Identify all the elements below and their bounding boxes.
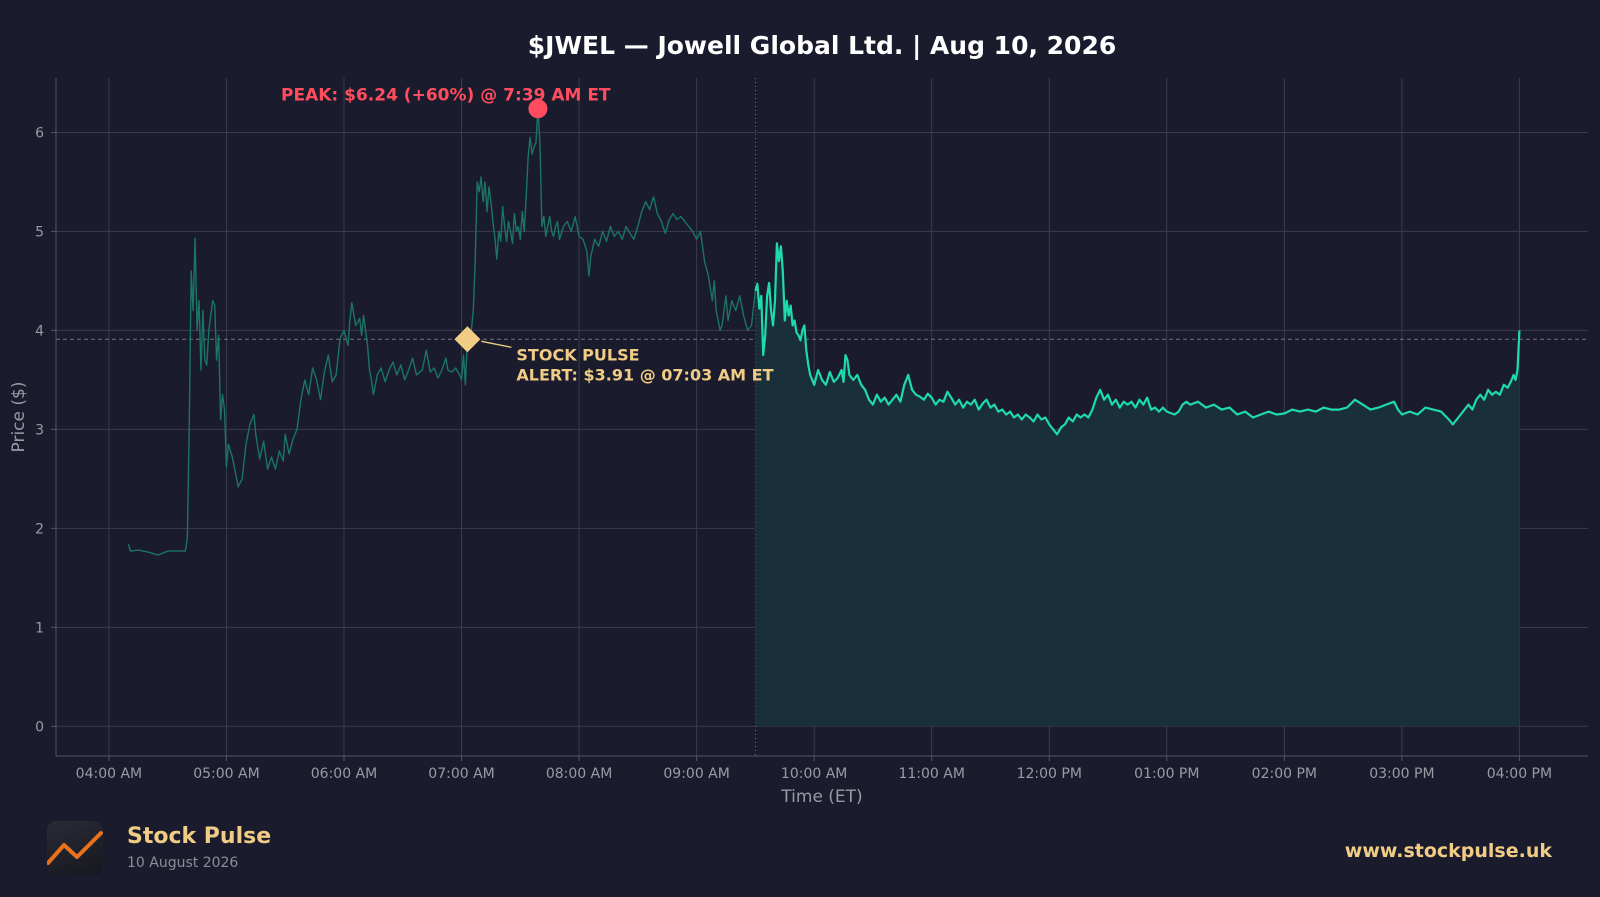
x-tick-label: 09:00 AM [663, 766, 729, 782]
y-tick-label: 3 [35, 422, 44, 438]
x-tick-label: 04:00 PM [1487, 766, 1552, 782]
session-area-fill [755, 243, 1520, 727]
annotation-layer: PEAK: $6.24 (+60%) @ 7:39 AM ET STOCK PUL… [281, 86, 774, 385]
x-tick-label: 11:00 AM [898, 766, 964, 782]
y-tick-label: 2 [35, 521, 44, 537]
fill-layer [755, 243, 1520, 727]
axis-layer: 0 1 2 3 4 5 6 04:00 AM 05:00 AM 06:00 AM 07:00 AM 0… [35, 78, 1588, 782]
alert-annotation-label: STOCK PULSE [516, 345, 639, 364]
session-price-line [754, 242, 1521, 436]
peak-marker [528, 99, 548, 119]
y-tick-label: 6 [35, 125, 44, 141]
x-tick-label: 02:00 PM [1252, 766, 1317, 782]
alert-marker [454, 326, 481, 353]
y-tick-label: 5 [35, 224, 44, 240]
y-tick-label: 0 [35, 719, 44, 735]
peak-annotation-label: PEAK: $6.24 (+60%) @ 7:39 AM ET [281, 86, 611, 106]
footer-url[interactable]: www.stockpulse.uk [1344, 840, 1552, 862]
alert-connector-line [481, 340, 512, 348]
x-tick-label: 06:00 AM [311, 766, 377, 782]
x-tick-label: 08:00 AM [546, 766, 612, 782]
alert-annotation-label: ALERT: $3.91 @ 07:03 AM ET [516, 365, 773, 384]
stock-pulse-logo [47, 821, 103, 875]
x-tick-label: 03:00 PM [1369, 766, 1434, 782]
y-tick-label: 1 [35, 620, 44, 636]
chart-title: $JWEL — Jowell Global Ltd. | Aug 10, 202… [528, 31, 1117, 60]
x-tick-label: 10:00 AM [781, 766, 847, 782]
line-layer [127, 108, 1521, 556]
x-tick-label: 12:00 PM [1017, 766, 1082, 782]
y-tick-label: 4 [35, 323, 44, 339]
x-tick-label: 05:00 AM [193, 766, 259, 782]
premarket-price-line [127, 108, 757, 556]
x-tick-label: 07:00 AM [428, 766, 494, 782]
x-tick-label: 04:00 AM [76, 766, 142, 782]
footer-date: 10 August 2026 [127, 855, 239, 871]
x-axis-label: Time (ET) [780, 787, 862, 807]
footer-brand: Stock Pulse [127, 824, 272, 849]
x-tick-label: 01:00 PM [1134, 766, 1199, 782]
trend-line-icon [47, 831, 103, 865]
y-axis-label: Price ($) [9, 382, 29, 453]
